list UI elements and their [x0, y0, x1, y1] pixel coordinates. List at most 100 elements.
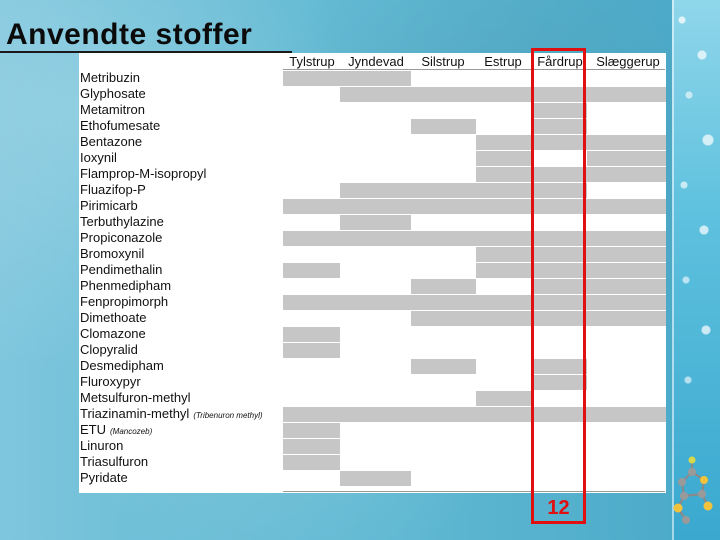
row-label: Terbuthylazine: [80, 214, 164, 230]
usage-cell: [587, 247, 666, 262]
usage-cell: [411, 311, 476, 326]
usage-cell: [283, 439, 340, 454]
table-bottom-rule: [283, 491, 665, 492]
usage-cell: [587, 263, 666, 278]
usage-cell: [531, 295, 587, 310]
substance-name: ETU: [80, 422, 106, 437]
column-header-estrup: Estrup: [484, 54, 522, 69]
usage-cell: [531, 247, 587, 262]
usage-cell: [411, 295, 476, 310]
substance-name: Phenmedipham: [80, 278, 172, 293]
row-label: Ethofumesate: [80, 118, 160, 134]
usage-cell: [476, 231, 531, 246]
row-label: Triasulfuron: [80, 454, 148, 470]
usage-cell: [531, 183, 587, 198]
substance-name: Fenpropimorph: [80, 294, 169, 309]
usage-cell: [340, 199, 411, 214]
usage-cell: [476, 247, 531, 262]
slide-title: Anvendte stoffer: [6, 18, 253, 51]
usage-cell: [340, 87, 411, 102]
column-header-jyndevad: Jyndevad: [348, 54, 404, 69]
substance-note: (Tribenuron methyl): [193, 411, 263, 420]
row-label: Pirimicarb: [80, 198, 138, 214]
usage-cell: [587, 279, 666, 294]
row-label: Fenpropimorph: [80, 294, 168, 310]
usage-cell: [587, 295, 666, 310]
usage-cell: [587, 199, 666, 214]
usage-cell: [411, 231, 476, 246]
title-underline: [0, 51, 292, 53]
usage-cell: [340, 215, 411, 230]
row-label: Glyphosate: [80, 86, 146, 102]
row-label: Ioxynil: [80, 150, 117, 166]
row-label: Metamitron: [80, 102, 145, 118]
substance-name: Linuron: [80, 438, 124, 453]
usage-cell: [411, 119, 476, 134]
row-label: Clopyralid: [80, 342, 138, 358]
usage-cell: [340, 471, 411, 486]
substance-name: Metribuzin: [80, 70, 140, 85]
usage-cell: [587, 87, 666, 102]
usage-cell: [476, 295, 531, 310]
usage-cell: [531, 263, 587, 278]
row-label: Pyridate: [80, 470, 128, 486]
column-header-silstrup: Silstrup: [421, 54, 465, 69]
usage-cell: [476, 151, 531, 166]
usage-cell: [476, 199, 531, 214]
usage-cell: [531, 103, 587, 118]
substance-name: Bentazone: [80, 134, 143, 149]
substance-name: Triasulfuron: [80, 454, 149, 469]
usage-cell: [340, 407, 411, 422]
usage-cell: [531, 135, 587, 150]
header-rule: [283, 69, 665, 70]
usage-cell: [411, 199, 476, 214]
usage-cell: [283, 231, 340, 246]
usage-cell: [411, 407, 476, 422]
usage-cell: [283, 455, 340, 470]
usage-cell: [340, 231, 411, 246]
row-label: Fluazifop-P: [80, 182, 146, 198]
usage-cell: [283, 71, 340, 86]
substance-name: Fluazifop-P: [80, 182, 146, 197]
fardrup-highlight-box: [531, 48, 586, 524]
substance-name: Ioxynil: [80, 150, 117, 165]
usage-cell: [587, 135, 666, 150]
usage-cell: [476, 407, 531, 422]
usage-cell: [531, 167, 587, 182]
usage-cell: [340, 183, 411, 198]
usage-cell: [531, 279, 587, 294]
usage-cell: [476, 391, 531, 406]
substance-name: Metamitron: [80, 102, 146, 117]
usage-cell: [587, 167, 666, 182]
row-label: Pendimethalin: [80, 262, 162, 278]
substance-name: Propiconazole: [80, 230, 163, 245]
usage-cell: [476, 87, 531, 102]
substance-name: Terbuthylazine: [80, 214, 164, 229]
row-label: Propiconazole: [80, 230, 162, 246]
column-header-f-rdrup: Fårdrup: [537, 54, 583, 69]
row-label: Flamprop-M-isopropyl: [80, 166, 206, 182]
usage-cell: [587, 151, 666, 166]
usage-cell: [411, 183, 476, 198]
usage-cell: [411, 87, 476, 102]
usage-cell: [476, 135, 531, 150]
substance-name: Clomazone: [80, 326, 146, 341]
row-label: Metsulfuron-methyl: [80, 390, 191, 406]
usage-cell: [587, 407, 666, 422]
substance-name: Pendimethalin: [80, 262, 163, 277]
usage-cell: [531, 407, 587, 422]
substance-name: Flamprop-M-isopropyl: [80, 166, 207, 181]
usage-cell: [531, 359, 587, 374]
column-header-sl-ggerup: Slæggerup: [596, 54, 660, 69]
usage-cell: [283, 327, 340, 342]
row-label: ETU (Mancozeb): [80, 422, 152, 438]
usage-cell: [476, 311, 531, 326]
usage-cell: [283, 423, 340, 438]
usage-cell: [587, 231, 666, 246]
substance-note: (Mancozeb): [110, 427, 153, 436]
usage-cell: [283, 295, 340, 310]
substance-name: Desmedipham: [80, 358, 164, 373]
row-label: Fluroxypyr: [80, 374, 141, 390]
usage-cell: [283, 199, 340, 214]
usage-cell: [531, 119, 587, 134]
